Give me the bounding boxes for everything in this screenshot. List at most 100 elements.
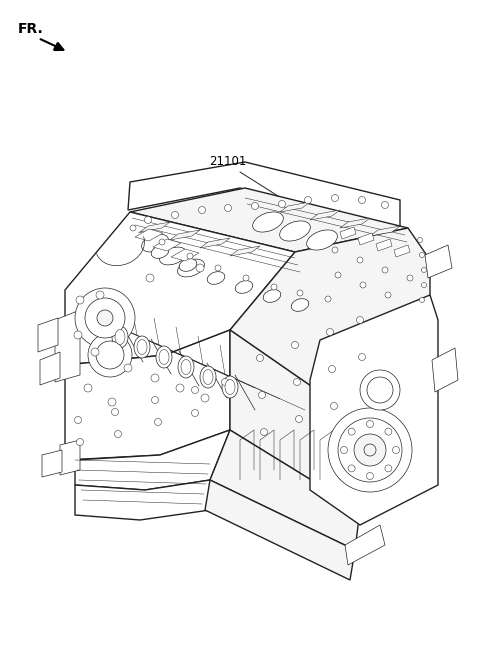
Circle shape <box>152 396 158 403</box>
Circle shape <box>332 247 338 253</box>
Ellipse shape <box>280 221 311 241</box>
Circle shape <box>187 253 193 259</box>
Circle shape <box>340 447 348 453</box>
Circle shape <box>359 354 365 360</box>
Polygon shape <box>230 330 430 510</box>
Circle shape <box>261 428 267 436</box>
Polygon shape <box>210 430 360 550</box>
Polygon shape <box>310 210 340 220</box>
Polygon shape <box>310 295 438 525</box>
Polygon shape <box>230 246 260 256</box>
Circle shape <box>74 417 82 424</box>
Polygon shape <box>75 480 210 520</box>
Polygon shape <box>340 227 356 239</box>
Circle shape <box>348 465 355 472</box>
Ellipse shape <box>142 234 168 252</box>
Circle shape <box>155 419 161 426</box>
Polygon shape <box>425 245 452 278</box>
Circle shape <box>97 310 113 326</box>
Ellipse shape <box>115 329 125 345</box>
Polygon shape <box>38 318 58 352</box>
Polygon shape <box>370 226 400 236</box>
Circle shape <box>271 284 277 290</box>
Ellipse shape <box>178 356 194 378</box>
Circle shape <box>360 370 400 410</box>
Polygon shape <box>171 249 199 261</box>
Circle shape <box>88 333 132 377</box>
Polygon shape <box>65 212 295 365</box>
Polygon shape <box>140 222 170 232</box>
Ellipse shape <box>134 336 150 358</box>
Circle shape <box>382 267 388 273</box>
Polygon shape <box>205 480 355 580</box>
Circle shape <box>75 288 135 348</box>
Polygon shape <box>42 450 62 477</box>
Ellipse shape <box>181 360 191 375</box>
Ellipse shape <box>225 379 235 394</box>
Circle shape <box>199 206 205 214</box>
Circle shape <box>357 316 363 324</box>
Ellipse shape <box>151 246 169 258</box>
Polygon shape <box>40 352 60 385</box>
Circle shape <box>76 438 84 445</box>
Ellipse shape <box>159 350 169 364</box>
Ellipse shape <box>252 212 283 232</box>
Circle shape <box>252 202 259 210</box>
Circle shape <box>328 408 412 492</box>
Ellipse shape <box>203 369 213 384</box>
Circle shape <box>385 465 392 472</box>
Circle shape <box>85 298 125 338</box>
Circle shape <box>144 217 152 223</box>
Circle shape <box>360 282 366 288</box>
Ellipse shape <box>263 290 281 303</box>
Circle shape <box>74 331 82 339</box>
Circle shape <box>293 379 300 386</box>
Circle shape <box>91 348 99 356</box>
Circle shape <box>359 196 365 204</box>
Polygon shape <box>128 162 400 230</box>
Polygon shape <box>345 525 385 565</box>
Polygon shape <box>130 188 408 252</box>
Polygon shape <box>135 229 163 241</box>
Circle shape <box>331 403 337 409</box>
Circle shape <box>146 274 154 282</box>
Circle shape <box>76 296 84 304</box>
Circle shape <box>407 275 413 281</box>
Circle shape <box>420 252 424 257</box>
Text: 21101: 21101 <box>209 155 247 168</box>
Circle shape <box>328 365 336 373</box>
Circle shape <box>221 379 228 386</box>
Circle shape <box>84 384 92 392</box>
Polygon shape <box>170 230 200 240</box>
Ellipse shape <box>159 247 186 265</box>
Polygon shape <box>75 430 230 490</box>
Circle shape <box>421 282 427 288</box>
Circle shape <box>111 409 119 415</box>
Circle shape <box>357 257 363 263</box>
Ellipse shape <box>178 259 204 277</box>
Circle shape <box>130 225 136 231</box>
Circle shape <box>304 196 312 204</box>
Circle shape <box>259 392 265 398</box>
Polygon shape <box>55 310 80 382</box>
Circle shape <box>159 239 165 245</box>
Polygon shape <box>432 348 458 392</box>
Circle shape <box>256 354 264 362</box>
Circle shape <box>196 264 204 272</box>
Circle shape <box>192 409 199 417</box>
Circle shape <box>225 204 231 212</box>
Text: FR.: FR. <box>18 22 44 36</box>
Circle shape <box>192 386 199 394</box>
Circle shape <box>364 444 376 456</box>
Ellipse shape <box>235 280 253 293</box>
Ellipse shape <box>200 366 216 388</box>
Polygon shape <box>200 238 230 248</box>
Circle shape <box>335 272 341 278</box>
Ellipse shape <box>222 376 238 398</box>
Circle shape <box>385 428 392 435</box>
Polygon shape <box>65 330 230 460</box>
Polygon shape <box>376 239 392 251</box>
Circle shape <box>338 418 402 482</box>
Circle shape <box>176 384 184 392</box>
Circle shape <box>215 265 221 271</box>
